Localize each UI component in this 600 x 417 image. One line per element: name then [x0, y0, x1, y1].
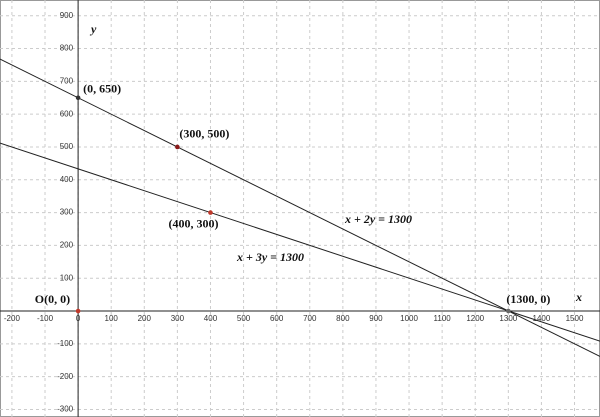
y-tick-label: -300 [57, 405, 74, 414]
x-tick-label: 600 [270, 314, 284, 323]
x-tick-label: 700 [303, 314, 317, 323]
x-tick-label: 1300 [499, 314, 517, 323]
x-tick-label: 100 [105, 314, 119, 323]
y-tick-label: 600 [60, 109, 74, 118]
point-label: (1300, 0) [506, 292, 550, 306]
point [208, 210, 213, 215]
x-tick-label: -100 [37, 314, 54, 323]
x-tick-label: 400 [204, 314, 218, 323]
y-tick-label: -100 [57, 339, 74, 348]
point-label: (400, 300) [168, 216, 218, 230]
line-label: x + 2y = 1300 [344, 212, 412, 226]
x-tick-label: 900 [369, 314, 383, 323]
x-axis-label: x [575, 290, 582, 304]
y-tick-label: 200 [60, 241, 74, 250]
x-tick-label: 1000 [400, 314, 418, 323]
series-line [0, 58, 600, 357]
y-tick-label: -200 [57, 372, 74, 381]
y-axis-label: y [89, 22, 97, 36]
x-tick-label: 500 [237, 314, 251, 323]
x-tick-label: 200 [138, 314, 152, 323]
y-tick-label: 500 [60, 142, 74, 151]
point-label: (300, 500) [179, 127, 229, 141]
point [175, 144, 180, 150]
x-tick-label: 1500 [566, 314, 584, 323]
x-tick-label: 300 [171, 314, 185, 323]
line-label: x + 3y = 1300 [236, 250, 304, 264]
x-tick-label: -200 [4, 314, 21, 323]
x-tick-label: 1400 [533, 314, 551, 323]
point-label: (0, 650) [83, 82, 121, 96]
x-tick-label: 1200 [466, 314, 484, 323]
x-tick-label: 800 [336, 314, 350, 323]
y-tick-label: 400 [60, 175, 74, 184]
y-tick-label: 800 [60, 44, 74, 53]
y-tick-label: 700 [60, 76, 74, 85]
point [75, 308, 81, 314]
y-tick-label: 300 [60, 208, 74, 217]
point [75, 95, 81, 101]
y-tick-label: 900 [60, 11, 74, 20]
point-label: O(0, 0) [35, 292, 70, 306]
y-tick-label: 100 [60, 273, 74, 282]
series-line [0, 142, 600, 342]
point [506, 308, 511, 314]
x-tick-label: 1100 [434, 314, 452, 323]
